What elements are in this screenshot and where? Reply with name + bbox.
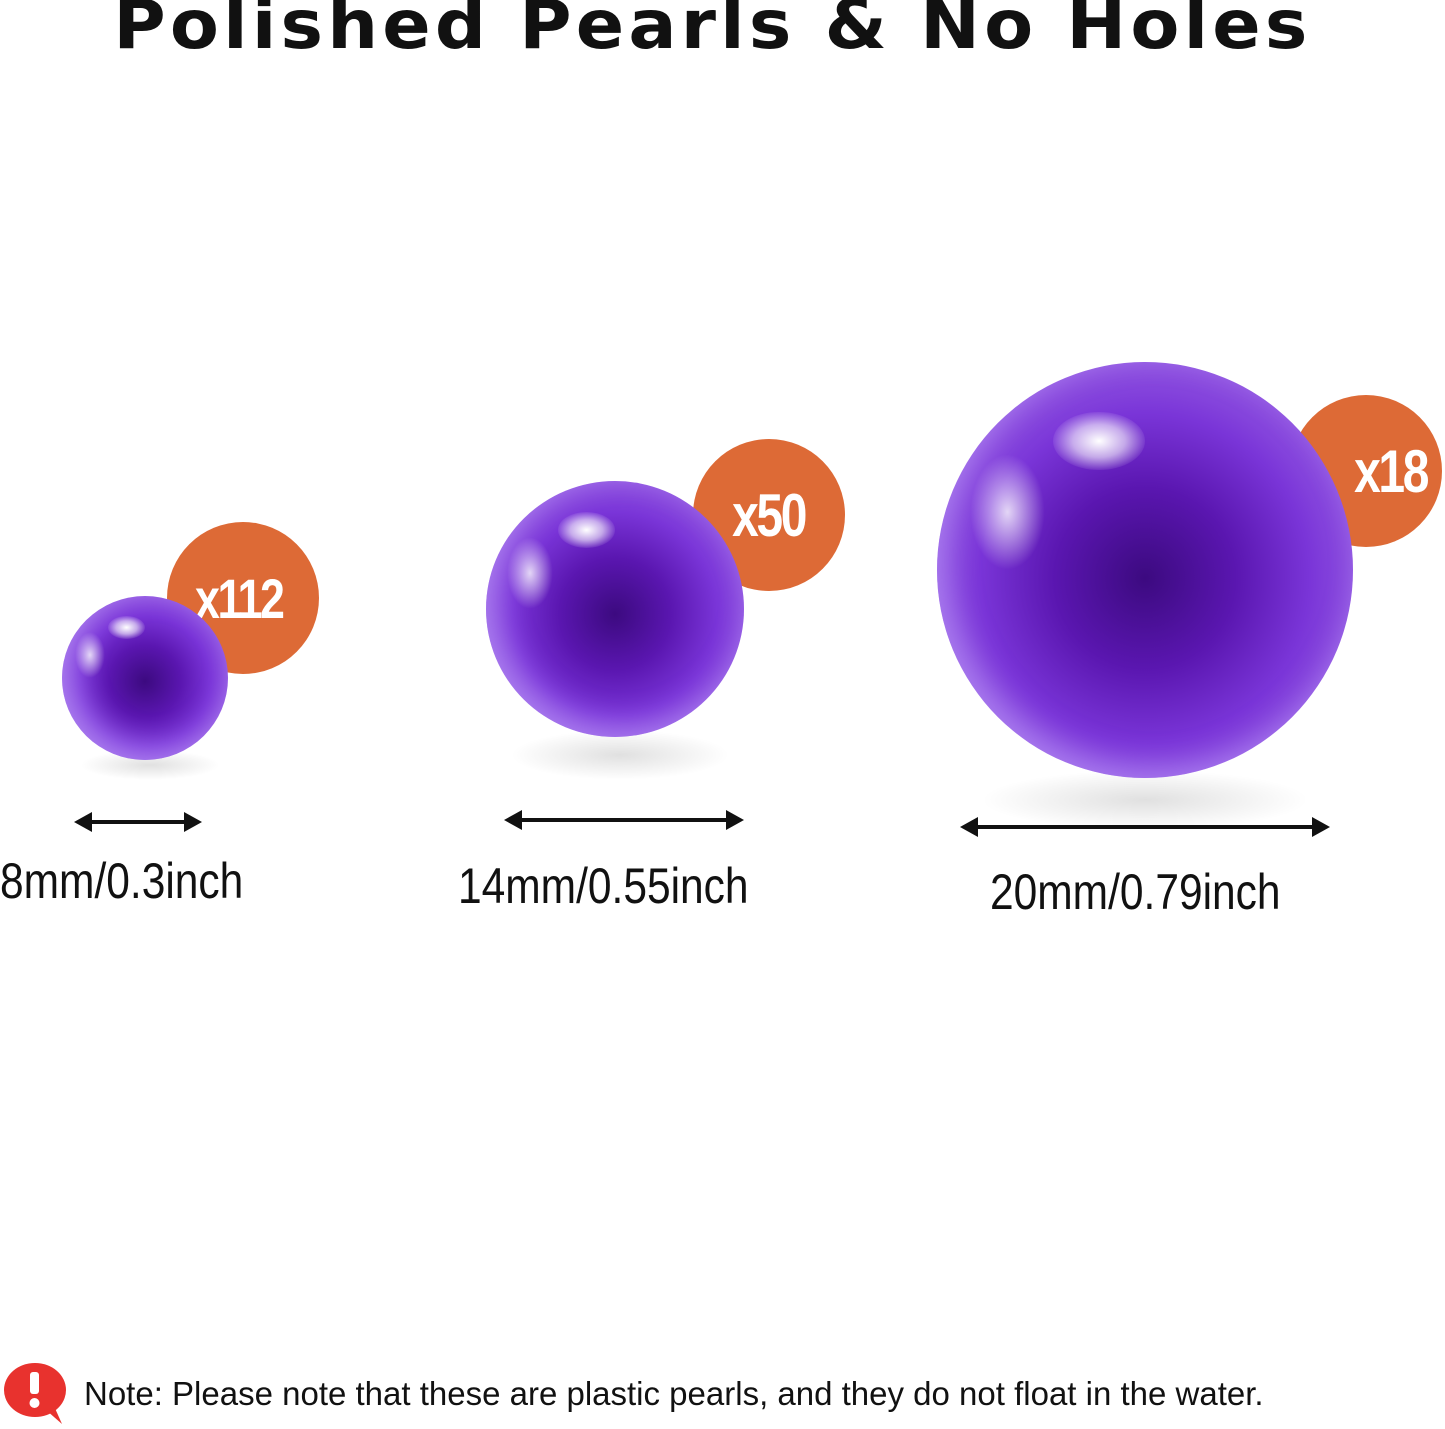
pearl-20mm	[937, 362, 1353, 778]
exclamation-speech-bubble-icon	[4, 1363, 66, 1424]
note: Note: Please note that these are plastic…	[0, 1362, 1264, 1426]
note-text: Note: Please note that these are plastic…	[84, 1375, 1264, 1412]
pearl-shadow	[980, 770, 1310, 830]
page-title: Polished Pearls & No Holes	[113, 0, 1312, 65]
pearl-shadow	[510, 730, 730, 780]
size-label-large: 20mm/0.79inch	[990, 864, 1281, 920]
size-label-medium: 14mm/0.55inch	[458, 858, 749, 914]
width-arrow-medium	[504, 810, 744, 830]
width-arrow-large	[960, 817, 1330, 837]
pearl-8mm	[62, 596, 228, 760]
width-arrow-small	[74, 812, 202, 832]
size-label-small: 8mm/0.3inch	[0, 853, 244, 909]
pearl-14mm	[486, 481, 744, 737]
